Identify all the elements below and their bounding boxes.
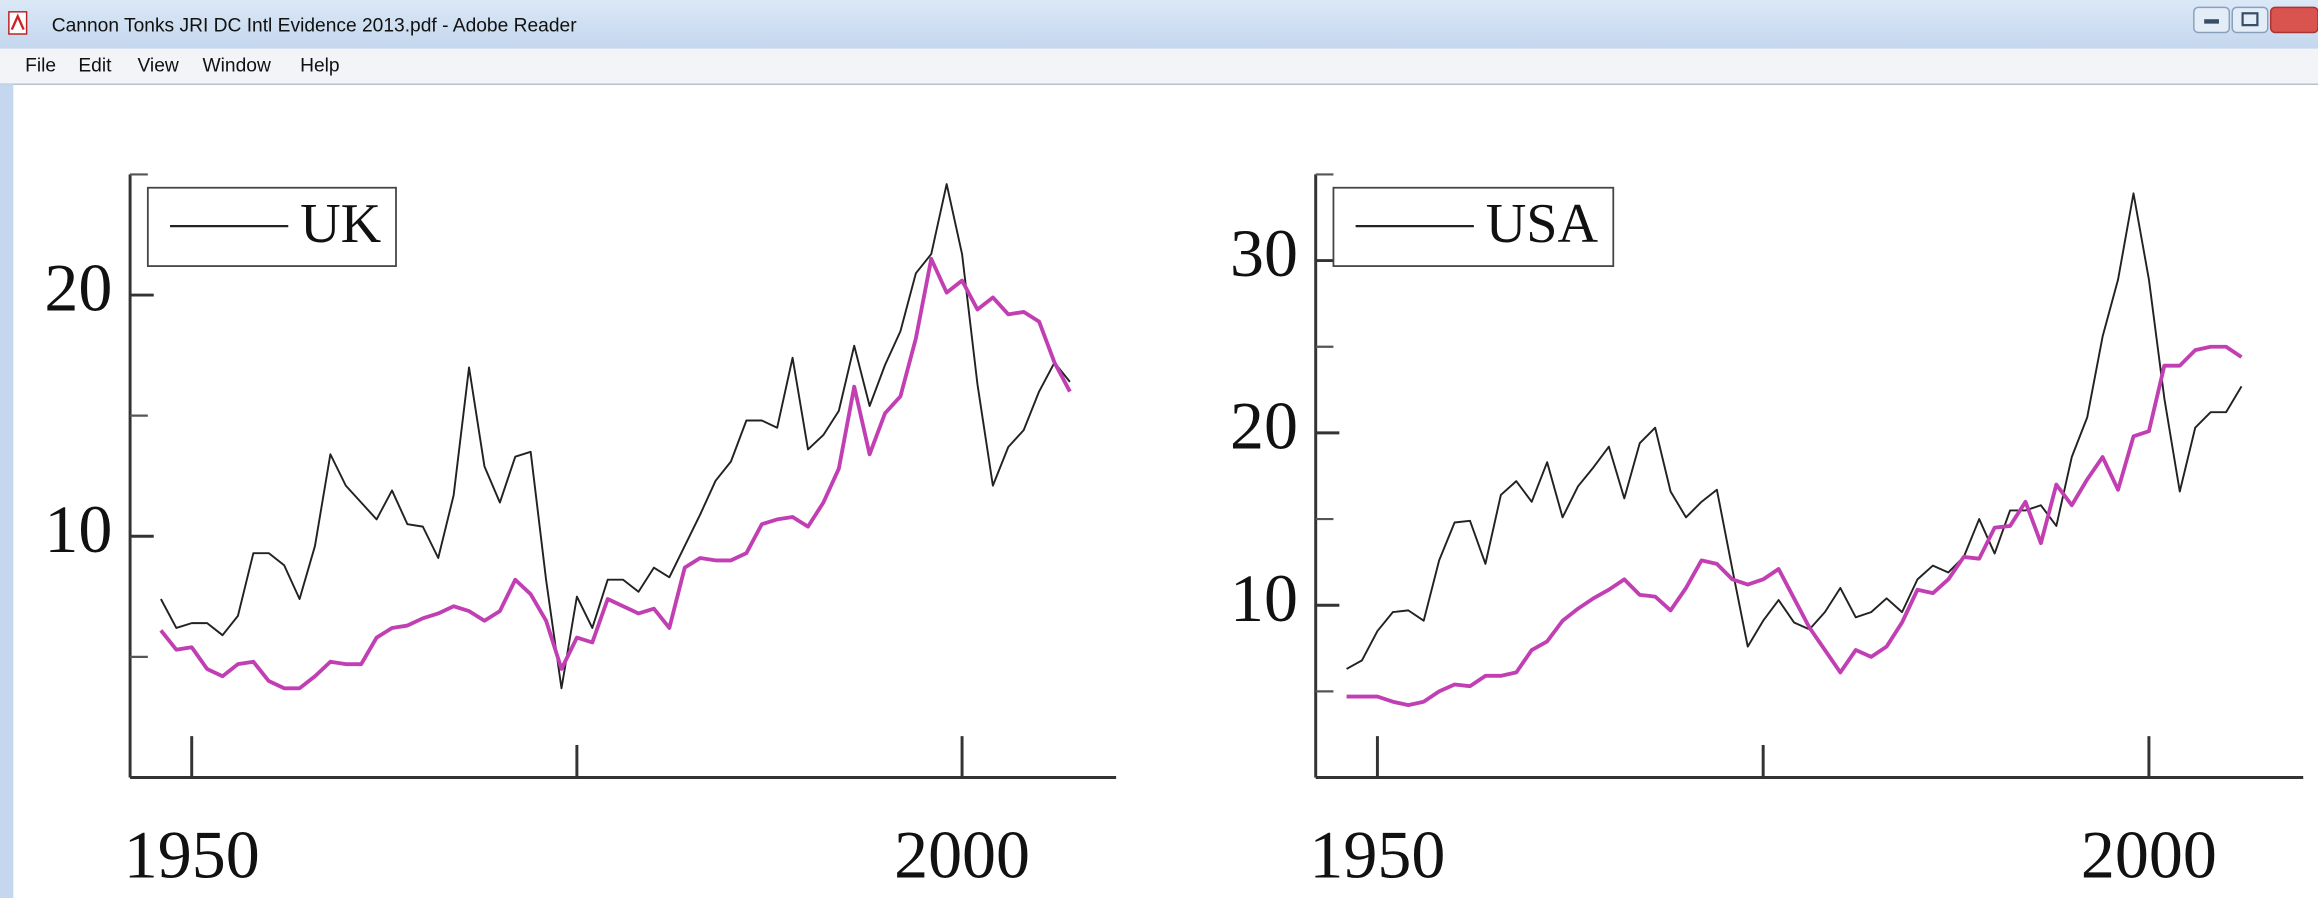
x-tick-label: 2000: [894, 816, 1030, 892]
menu-item[interactable]: File: [25, 56, 56, 77]
y-tick-label: 30: [1230, 215, 1298, 291]
document-page: 10 20 1950 2000 UK 10 20 30 1950 2000 USA: [44, 174, 2303, 892]
menu-item[interactable]: Window: [203, 56, 271, 77]
menu-item[interactable]: Help: [300, 56, 340, 77]
y-tick-label: 10: [1230, 560, 1298, 636]
window-title: Cannon Tonks JRI DC Intl Evidence 2013.p…: [52, 16, 577, 37]
close-button[interactable]: [2271, 7, 2318, 32]
y-tick-label: 20: [44, 250, 112, 326]
x-tick-label: 2000: [2081, 816, 2217, 892]
maximize-button[interactable]: [2232, 7, 2267, 32]
series-line: [161, 259, 1070, 688]
menu-item[interactable]: View: [137, 56, 178, 77]
minimize-icon: [2204, 19, 2219, 23]
screen: Cannon Tonks JRI DC Intl Evidence 2013.p…: [0, 0, 2318, 898]
legend-label: UK: [300, 193, 381, 255]
window-border: [0, 84, 13, 898]
menu-item[interactable]: Edit: [78, 56, 112, 77]
y-tick-label: 10: [44, 491, 112, 567]
window-controls: [2194, 7, 2318, 32]
x-tick-label: 1950: [124, 816, 260, 892]
x-tick-label: 1950: [1309, 816, 1445, 892]
menu-bar: [0, 49, 2318, 84]
legend-label: USA: [1486, 193, 1599, 255]
y-tick-label: 20: [1230, 388, 1298, 464]
series-line: [1347, 347, 2242, 705]
